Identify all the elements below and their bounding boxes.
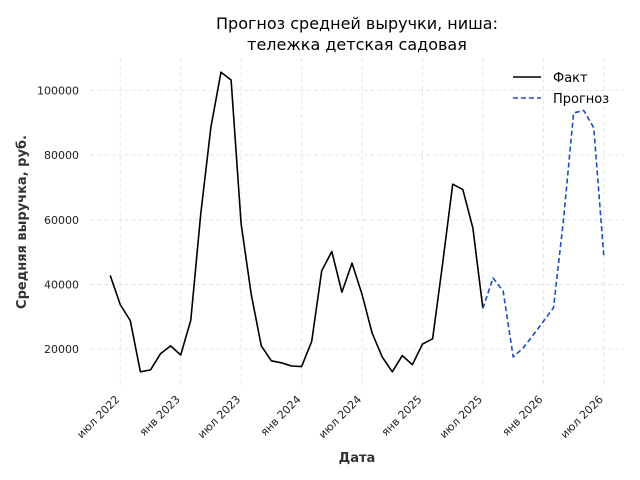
x-axis-label: Дата — [339, 451, 376, 466]
x-tick-label: июл 2026 — [558, 393, 606, 441]
y-tick-label: 60000 — [44, 214, 79, 227]
grid-lines — [90, 58, 624, 388]
series-line-fact — [109, 71, 484, 373]
x-tick-label: июл 2025 — [437, 393, 485, 441]
chart-title-line2: тележка детская садовая — [247, 35, 467, 54]
series-line-forecast — [482, 109, 605, 358]
y-tick-label: 40000 — [44, 278, 79, 291]
x-tick-label: янв 2024 — [258, 393, 304, 439]
legend-label-forecast: Прогноз — [553, 92, 609, 107]
y-axis-ticks: 20000 40000 60000 80000 100000 — [37, 84, 79, 356]
y-tick-label: 100000 — [37, 84, 79, 97]
y-tick-label: 20000 — [44, 343, 79, 356]
x-tick-label: янв 2026 — [500, 393, 546, 439]
x-tick-label: июл 2024 — [316, 393, 364, 441]
x-tick-label: июл 2023 — [195, 393, 243, 441]
x-axis-ticks: июл 2022 янв 2023 июл 2023 янв 2024 июл 2024… — [74, 393, 606, 441]
y-tick-label: 80000 — [44, 149, 79, 162]
series-lines — [109, 71, 605, 373]
chart-title-line1: Прогноз средней выручки, ниша: — [216, 14, 498, 33]
x-tick-label: янв 2025 — [379, 393, 425, 439]
legend: Факт Прогноз — [513, 71, 609, 107]
x-tick-label: июл 2022 — [74, 393, 122, 441]
y-axis-label: Средняя выручка, руб. — [15, 135, 30, 309]
x-tick-label: янв 2023 — [137, 393, 183, 439]
legend-label-fact: Факт — [553, 71, 588, 86]
